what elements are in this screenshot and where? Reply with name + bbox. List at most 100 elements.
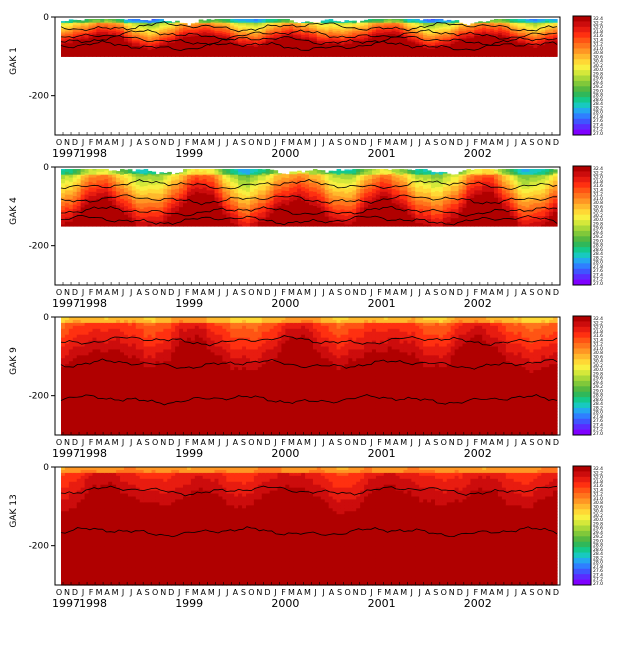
heatmap-cell <box>238 33 243 36</box>
heatmap-cell <box>88 19 94 22</box>
heatmap-cell <box>64 51 70 54</box>
heatmap-cell <box>206 54 212 56</box>
heatmap-cell <box>120 41 125 43</box>
heatmap-cell <box>261 53 267 56</box>
heatmap-cell <box>261 55 267 57</box>
heatmap-cell <box>238 53 243 56</box>
heatmap-cell <box>88 39 94 42</box>
heatmap-cell <box>226 34 231 37</box>
heatmap-cell <box>230 39 235 42</box>
heatmap-cell <box>234 48 239 51</box>
heatmap-cell <box>442 55 448 57</box>
heatmap-cell <box>135 31 141 33</box>
heatmap-cell <box>116 44 121 46</box>
heatmap-cell <box>76 47 82 49</box>
heatmap-cell <box>127 19 133 22</box>
heatmap-cell <box>249 54 255 56</box>
heatmap-cell <box>265 22 271 25</box>
heatmap-cell <box>80 54 86 57</box>
heatmap-cell <box>159 34 164 37</box>
heatmap-cell <box>246 26 251 28</box>
heatmap-cell <box>72 21 78 24</box>
heatmap-cell <box>151 45 157 47</box>
heatmap-cell <box>96 30 101 32</box>
heatmap-cell <box>226 39 231 42</box>
heatmap-cell <box>190 35 196 38</box>
heatmap-cell <box>155 53 161 56</box>
heatmap-cell <box>218 23 223 26</box>
heatmap-cell <box>96 29 101 31</box>
heatmap-cell <box>76 39 82 41</box>
heatmap-cell <box>234 36 239 39</box>
heatmap-cell <box>135 22 141 25</box>
heatmap-cell <box>265 29 271 31</box>
heatmap-cell <box>100 45 105 47</box>
heatmap-cell <box>234 50 239 53</box>
heatmap-cell <box>61 40 66 42</box>
heatmap-cell <box>391 55 397 57</box>
heatmap-cell <box>537 55 542 57</box>
heatmap-cell <box>155 30 161 32</box>
heatmap-cell <box>96 22 101 25</box>
heatmap-cell <box>183 27 188 29</box>
heatmap-cell <box>186 30 192 32</box>
heatmap-cell <box>218 54 223 56</box>
heatmap-cell <box>68 55 74 57</box>
heatmap-cell <box>257 23 263 26</box>
heatmap-cell <box>123 46 129 48</box>
heatmap-cell <box>171 52 176 55</box>
heatmap-cell <box>210 39 216 42</box>
heatmap-cell <box>238 25 243 28</box>
heatmap-cell <box>131 19 137 22</box>
heatmap-cell <box>127 25 133 28</box>
heatmap-cell <box>84 21 90 24</box>
heatmap-cell <box>234 41 239 43</box>
heatmap-cell <box>68 27 74 30</box>
heatmap-cell <box>206 38 212 41</box>
heatmap-cell <box>72 48 78 50</box>
heatmap-cell <box>202 37 208 40</box>
heatmap-cell <box>183 49 188 52</box>
heatmap-cell <box>72 38 78 40</box>
heatmap-cell <box>163 29 168 31</box>
heatmap-cell <box>238 33 243 35</box>
heatmap-cell <box>159 51 164 54</box>
heatmap-cell <box>147 30 153 32</box>
heatmap-cell <box>230 19 235 22</box>
heatmap-cell <box>206 23 212 26</box>
heatmap-cell <box>76 27 82 29</box>
heatmap-cell <box>257 39 263 42</box>
heatmap-cell <box>151 29 157 31</box>
heatmap-cell <box>131 37 137 40</box>
heatmap-cell <box>84 20 90 23</box>
heatmap-cell <box>206 20 212 22</box>
heatmap-cell <box>139 48 145 50</box>
heatmap-cell <box>151 44 157 46</box>
heatmap-cell <box>407 55 412 57</box>
heatmap-cell <box>139 31 145 34</box>
heatmap-cell <box>198 50 204 53</box>
heatmap-cell <box>249 33 255 35</box>
heatmap-cell <box>68 33 74 35</box>
heatmap-cell <box>179 48 184 51</box>
heatmap-cell <box>61 43 66 45</box>
heatmap-cell <box>84 30 90 32</box>
heatmap-cell <box>190 29 196 31</box>
heatmap-cell <box>68 41 74 44</box>
heatmap-cell <box>155 48 161 51</box>
heatmap-cell <box>222 28 227 30</box>
heatmap-cell <box>265 20 271 23</box>
heatmap-cell <box>171 46 176 48</box>
heatmap-cell <box>127 20 133 23</box>
heatmap-cell <box>175 29 180 32</box>
heatmap-cell <box>210 46 216 48</box>
heatmap-cell <box>64 30 70 33</box>
heatmap-cell <box>100 44 105 46</box>
heatmap-cell <box>155 42 161 44</box>
heatmap-cell <box>151 50 157 53</box>
heatmap-cell <box>108 52 113 55</box>
heatmap-cell <box>112 55 117 57</box>
heatmap-cell <box>218 30 223 32</box>
heatmap-cell <box>249 35 255 38</box>
heatmap-cell <box>131 27 137 29</box>
